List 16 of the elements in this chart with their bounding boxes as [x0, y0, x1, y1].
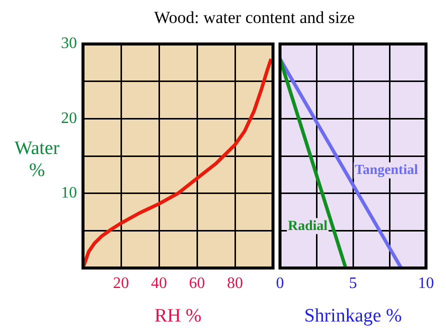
- x-tick-label: 0: [276, 274, 284, 292]
- series-label: Tangential: [354, 162, 418, 178]
- y-axis-title: Water %: [14, 138, 60, 182]
- x-tick-label: 60: [189, 274, 205, 292]
- x-axis-title: RH %: [154, 306, 202, 327]
- y-tick-label: 10: [61, 184, 77, 202]
- x-tick-label: 40: [151, 274, 167, 292]
- series-label: Radial: [288, 218, 328, 234]
- x-axis-title: Shrinkage %: [304, 306, 402, 327]
- x-tick-label: 20: [113, 274, 129, 292]
- y-tick-label: 20: [61, 110, 77, 127]
- x-tick-label: 80: [227, 274, 243, 292]
- y-tick-label: 30: [61, 35, 77, 52]
- chart-title: Wood: water content and size: [153, 8, 356, 28]
- x-tick-label: 5: [349, 274, 357, 292]
- x-tick-label: 10: [418, 274, 434, 292]
